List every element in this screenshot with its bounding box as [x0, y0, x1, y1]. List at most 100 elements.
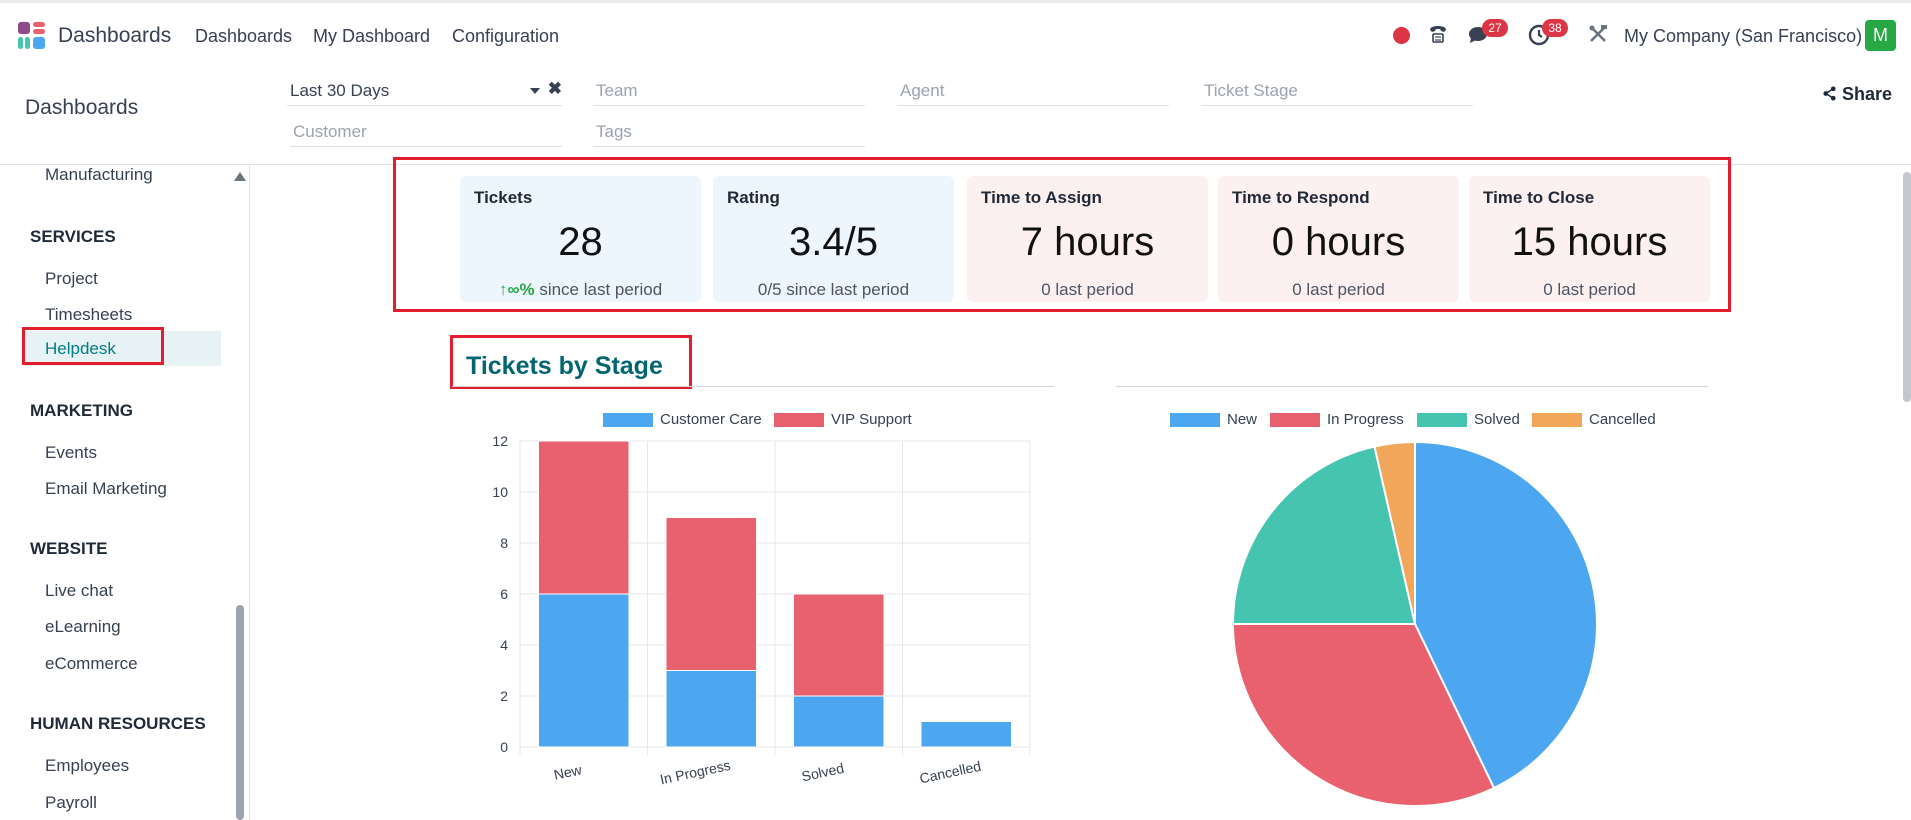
sidebar-item-employees[interactable]: Employees: [45, 756, 130, 775]
pie-slice[interactable]: [1231, 445, 1417, 625]
sidebar-item-project[interactable]: Project: [45, 269, 98, 288]
kpi-card-tickets[interactable]: Tickets 28 ↑∞% since last period: [460, 176, 701, 302]
sidebar-item-payroll[interactable]: Payroll: [45, 793, 97, 812]
kpi-value: 3.4/5: [789, 220, 878, 264]
legend-item-new[interactable]: New: [1170, 411, 1257, 428]
sidebar-item-ecommerce[interactable]: eCommerce: [45, 654, 138, 673]
y-tick-label: 4: [500, 637, 508, 653]
bar-segment[interactable]: [665, 517, 758, 671]
y-tick-label: 2: [500, 688, 508, 704]
kpi-value: 0 hours: [1271, 220, 1406, 264]
bar-segment[interactable]: [792, 593, 885, 697]
kpi-subtext: 0/5 since last period: [757, 280, 910, 299]
sidebar-item-elearning[interactable]: eLearning: [45, 617, 121, 636]
messages-badge: 27: [1482, 19, 1508, 37]
bar-segment[interactable]: [537, 593, 630, 748]
y-tick-label: 10: [492, 484, 508, 500]
sidebar-item-email-marketing[interactable]: Email Marketing: [45, 479, 167, 498]
kpi-title: Time to Close: [1483, 188, 1595, 207]
dashboard-sidebar: Manufacturing SERVICES Project Timesheet…: [0, 165, 250, 820]
kpi-title: Rating: [727, 188, 780, 207]
legend-label: Customer Care: [660, 411, 762, 428]
share-icon: [1823, 86, 1836, 101]
kpi-highlight-box: [393, 157, 1731, 312]
section-divider-left: [452, 386, 1054, 387]
team-filter-input[interactable]: Team: [593, 76, 865, 106]
tickets-by-stage-pie-chart[interactable]: [1220, 435, 1600, 815]
kpi-card-time-to-respond[interactable]: Time to Respond 0 hours 0 last period: [1218, 176, 1459, 302]
kpi-card-time-to-close[interactable]: Time to Close 15 hours 0 last period: [1469, 176, 1710, 302]
app-title[interactable]: Dashboards: [58, 24, 172, 47]
legend-label: VIP Support: [831, 411, 912, 428]
legend-item-customer-care[interactable]: Customer Care: [603, 411, 762, 428]
section-divider-right: [1116, 386, 1708, 387]
legend-item-solved[interactable]: Solved: [1417, 411, 1520, 428]
tools-icon[interactable]: [1585, 23, 1611, 49]
legend-label: In Progress: [1327, 411, 1404, 428]
legend-swatch: [1532, 412, 1582, 427]
sidebar-section-services: SERVICES: [30, 227, 116, 246]
scroll-up-icon[interactable]: [234, 172, 246, 181]
bar-segment[interactable]: [920, 721, 1013, 748]
y-tick-label: 6: [500, 586, 508, 602]
sidebar-item-helpdesk-label: Helpdesk: [45, 339, 116, 358]
clear-filter-icon[interactable]: ✖: [547, 79, 562, 98]
legend-swatch: [1417, 412, 1467, 427]
pie-slice[interactable]: [1231, 623, 1496, 807]
sidebar-item-timesheets[interactable]: Timesheets: [45, 305, 133, 324]
user-avatar[interactable]: M: [1865, 20, 1896, 51]
company-switcher[interactable]: My Company (San Francisco): [1624, 26, 1863, 46]
kpi-subtext-label: since last period: [539, 280, 663, 299]
kpi-subtext: 0 last period: [1292, 280, 1385, 299]
y-tick-label: 12: [492, 433, 508, 449]
kpi-subtext: ↑∞% since last period: [460, 280, 701, 300]
customer-filter-input[interactable]: Customer: [290, 117, 562, 147]
bar-segment[interactable]: [792, 695, 885, 748]
kpi-subtext: 0 last period: [1041, 280, 1134, 299]
sidebar-section-marketing: MARKETING: [30, 401, 133, 420]
sidebar-section-website: WEBSITE: [30, 539, 108, 558]
sidebar-item-live-chat[interactable]: Live chat: [45, 581, 114, 600]
legend-label: Solved: [1474, 411, 1520, 428]
legend-swatch: [1270, 412, 1320, 427]
phone-icon[interactable]: [1425, 23, 1451, 49]
legend-item-vip-support[interactable]: VIP Support: [774, 411, 912, 428]
legend-item-in-progress[interactable]: In Progress: [1270, 411, 1404, 428]
breadcrumb: Dashboards: [25, 96, 139, 119]
agent-filter-input[interactable]: Agent: [897, 76, 1169, 106]
legend-label: New: [1227, 411, 1258, 428]
sidebar-scrollbar[interactable]: [236, 605, 244, 820]
menu-configuration[interactable]: Configuration: [452, 26, 560, 46]
bar-segment[interactable]: [537, 440, 630, 595]
pie-slice[interactable]: [1373, 440, 1416, 625]
x-tick-label: Cancelled: [918, 758, 982, 787]
share-button[interactable]: Share: [1822, 84, 1892, 105]
recording-indicator-icon[interactable]: [1393, 27, 1410, 44]
app-menu-icon[interactable]: [18, 22, 48, 52]
y-tick-label: 8: [500, 535, 508, 551]
sidebar-item-helpdesk[interactable]: [25, 331, 221, 366]
sidebar-item-events[interactable]: Events: [45, 443, 97, 462]
legend-swatch: [774, 412, 824, 427]
sidebar-section-human-resources: HUMAN RESOURCES: [30, 714, 206, 733]
sidebar-item-manufacturing[interactable]: Manufacturing: [45, 165, 153, 184]
pie-slice[interactable]: [1414, 440, 1598, 790]
tags-filter-input[interactable]: Tags: [593, 117, 865, 147]
period-filter[interactable]: Last 30 Days ✖: [287, 76, 562, 106]
bar-segment[interactable]: [665, 670, 758, 748]
helpdesk-highlight-box: [22, 327, 164, 365]
menu-my-dashboard[interactable]: My Dashboard: [313, 26, 431, 46]
kpi-card-rating[interactable]: Rating 3.4/5 0/5 since last period: [713, 176, 954, 302]
section-title: Tickets by Stage: [466, 352, 663, 380]
tickets-by-stage-bar-chart[interactable]: 0 2 4 6 8 10 12 New In Progress Solved Cancelled: [470, 430, 1050, 810]
kpi-card-time-to-assign[interactable]: Time to Assign 7 hours 0 last period: [967, 176, 1208, 302]
x-tick-label: In Progress: [659, 757, 732, 788]
kpi-title: Time to Assign: [981, 188, 1102, 207]
main-scrollbar[interactable]: [1903, 172, 1911, 402]
legend-swatch: [603, 412, 653, 427]
top-navbar: Dashboards Dashboards My Dashboard Confi…: [0, 0, 1911, 66]
chevron-down-icon[interactable]: [530, 88, 540, 94]
legend-item-cancelled[interactable]: Cancelled: [1532, 411, 1656, 428]
menu-dashboards[interactable]: Dashboards: [195, 26, 293, 46]
ticket-stage-filter-input[interactable]: Ticket Stage: [1201, 76, 1473, 106]
